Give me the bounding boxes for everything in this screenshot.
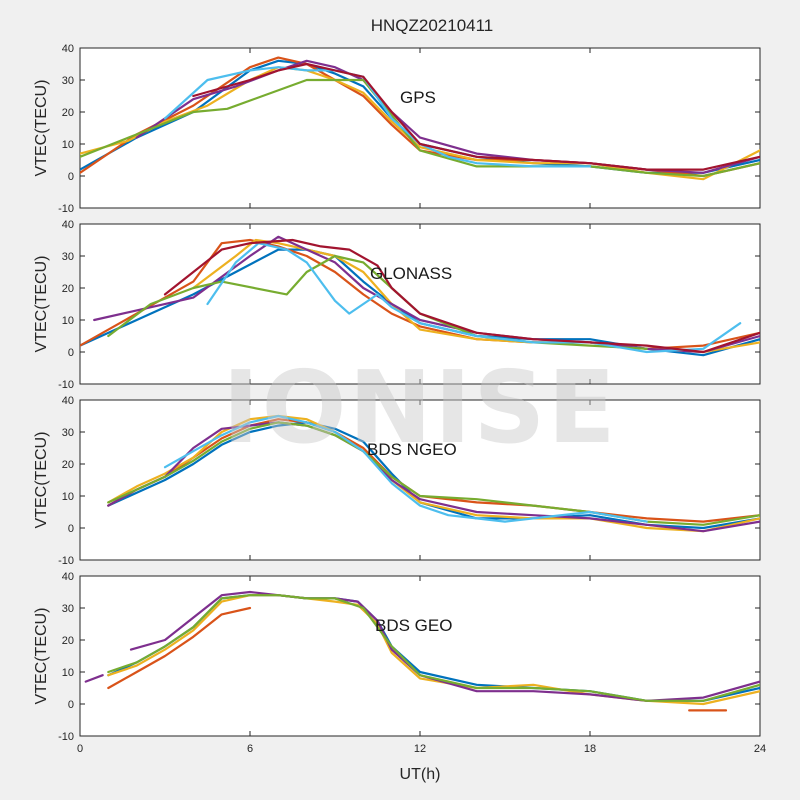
y-tick-label: 20 — [62, 459, 74, 471]
x-tick-label: 24 — [754, 743, 766, 755]
series-line-6 — [163, 414, 648, 523]
y-tick-label: 40 — [62, 395, 74, 407]
y-tick-label: 10 — [62, 139, 74, 151]
series-line-5 — [80, 78, 760, 178]
panel-3: -10 0 10 20 30 40 VTEC(TECU) BDS NGEO — [33, 395, 761, 567]
panel-2: -10 0 10 20 30 40 VTEC(TECU) GLONASS — [33, 219, 761, 391]
y-tick-label: 20 — [62, 107, 74, 119]
y-tick-label: 0 — [68, 347, 74, 359]
y-tick-label: -10 — [58, 731, 74, 743]
axes-box — [79, 47, 761, 209]
panel-label: GPS — [400, 88, 436, 107]
y-tick-label: 40 — [62, 43, 74, 55]
y-tick-label: 20 — [62, 283, 74, 295]
series-line-7 — [192, 62, 760, 171]
figure-title: HNQZ20210411 — [371, 16, 494, 35]
y-tick-label: 0 — [68, 171, 74, 183]
y-tick-label: 30 — [62, 75, 74, 87]
y-axis-label: VTEC(TECU) — [33, 432, 50, 529]
y-tick-label: 30 — [62, 603, 74, 615]
series-line-4 — [93, 235, 760, 354]
y-tick-label: 0 — [68, 523, 74, 535]
y-tick-label: 20 — [62, 635, 74, 647]
y-axis-label: VTEC(TECU) — [33, 608, 50, 705]
y-tick-label: 10 — [62, 491, 74, 503]
x-tick-label: 0 — [77, 743, 83, 755]
axes-box — [79, 223, 761, 385]
series-group — [80, 56, 760, 181]
y-axis-label: VTEC(TECU) — [33, 80, 50, 177]
series-line-7 — [107, 594, 760, 702]
series-line-2 — [107, 606, 252, 690]
x-tick-label: 18 — [584, 743, 596, 755]
y-tick-label: -10 — [58, 555, 74, 567]
y-tick-label: 10 — [62, 315, 74, 327]
y-tick-label: -10 — [58, 379, 74, 391]
series-line-7 — [163, 238, 760, 354]
panel-label: GLONASS — [370, 264, 452, 283]
series-group — [107, 414, 760, 533]
y-tick-label: 40 — [62, 219, 74, 231]
y-tick-label: 30 — [62, 427, 74, 439]
panel-label: BDS GEO — [375, 616, 452, 635]
x-axis-label: UT(h) — [400, 766, 441, 783]
y-tick-label: 30 — [62, 251, 74, 263]
y-tick-label: 40 — [62, 571, 74, 583]
y-tick-label: 0 — [68, 699, 74, 711]
x-tick-label: 6 — [247, 743, 253, 755]
watermark: IONISE — [222, 349, 617, 466]
x-tick-label: 12 — [414, 743, 426, 755]
axes-box — [79, 575, 761, 737]
y-tick-label: -10 — [58, 203, 74, 215]
series-line-6 — [206, 242, 742, 354]
series-group — [80, 235, 760, 357]
y-tick-label: 10 — [62, 667, 74, 679]
y-axis-label: VTEC(TECU) — [33, 256, 50, 353]
series-line-6 — [84, 674, 104, 683]
panel-1: -10 0 10 20 30 40 VTEC(TECU) GPS — [33, 43, 761, 215]
series-line-1 — [107, 421, 760, 530]
series-group — [84, 590, 760, 712]
panel-label: BDS NGEO — [367, 440, 457, 459]
series-line-5 — [129, 590, 760, 702]
